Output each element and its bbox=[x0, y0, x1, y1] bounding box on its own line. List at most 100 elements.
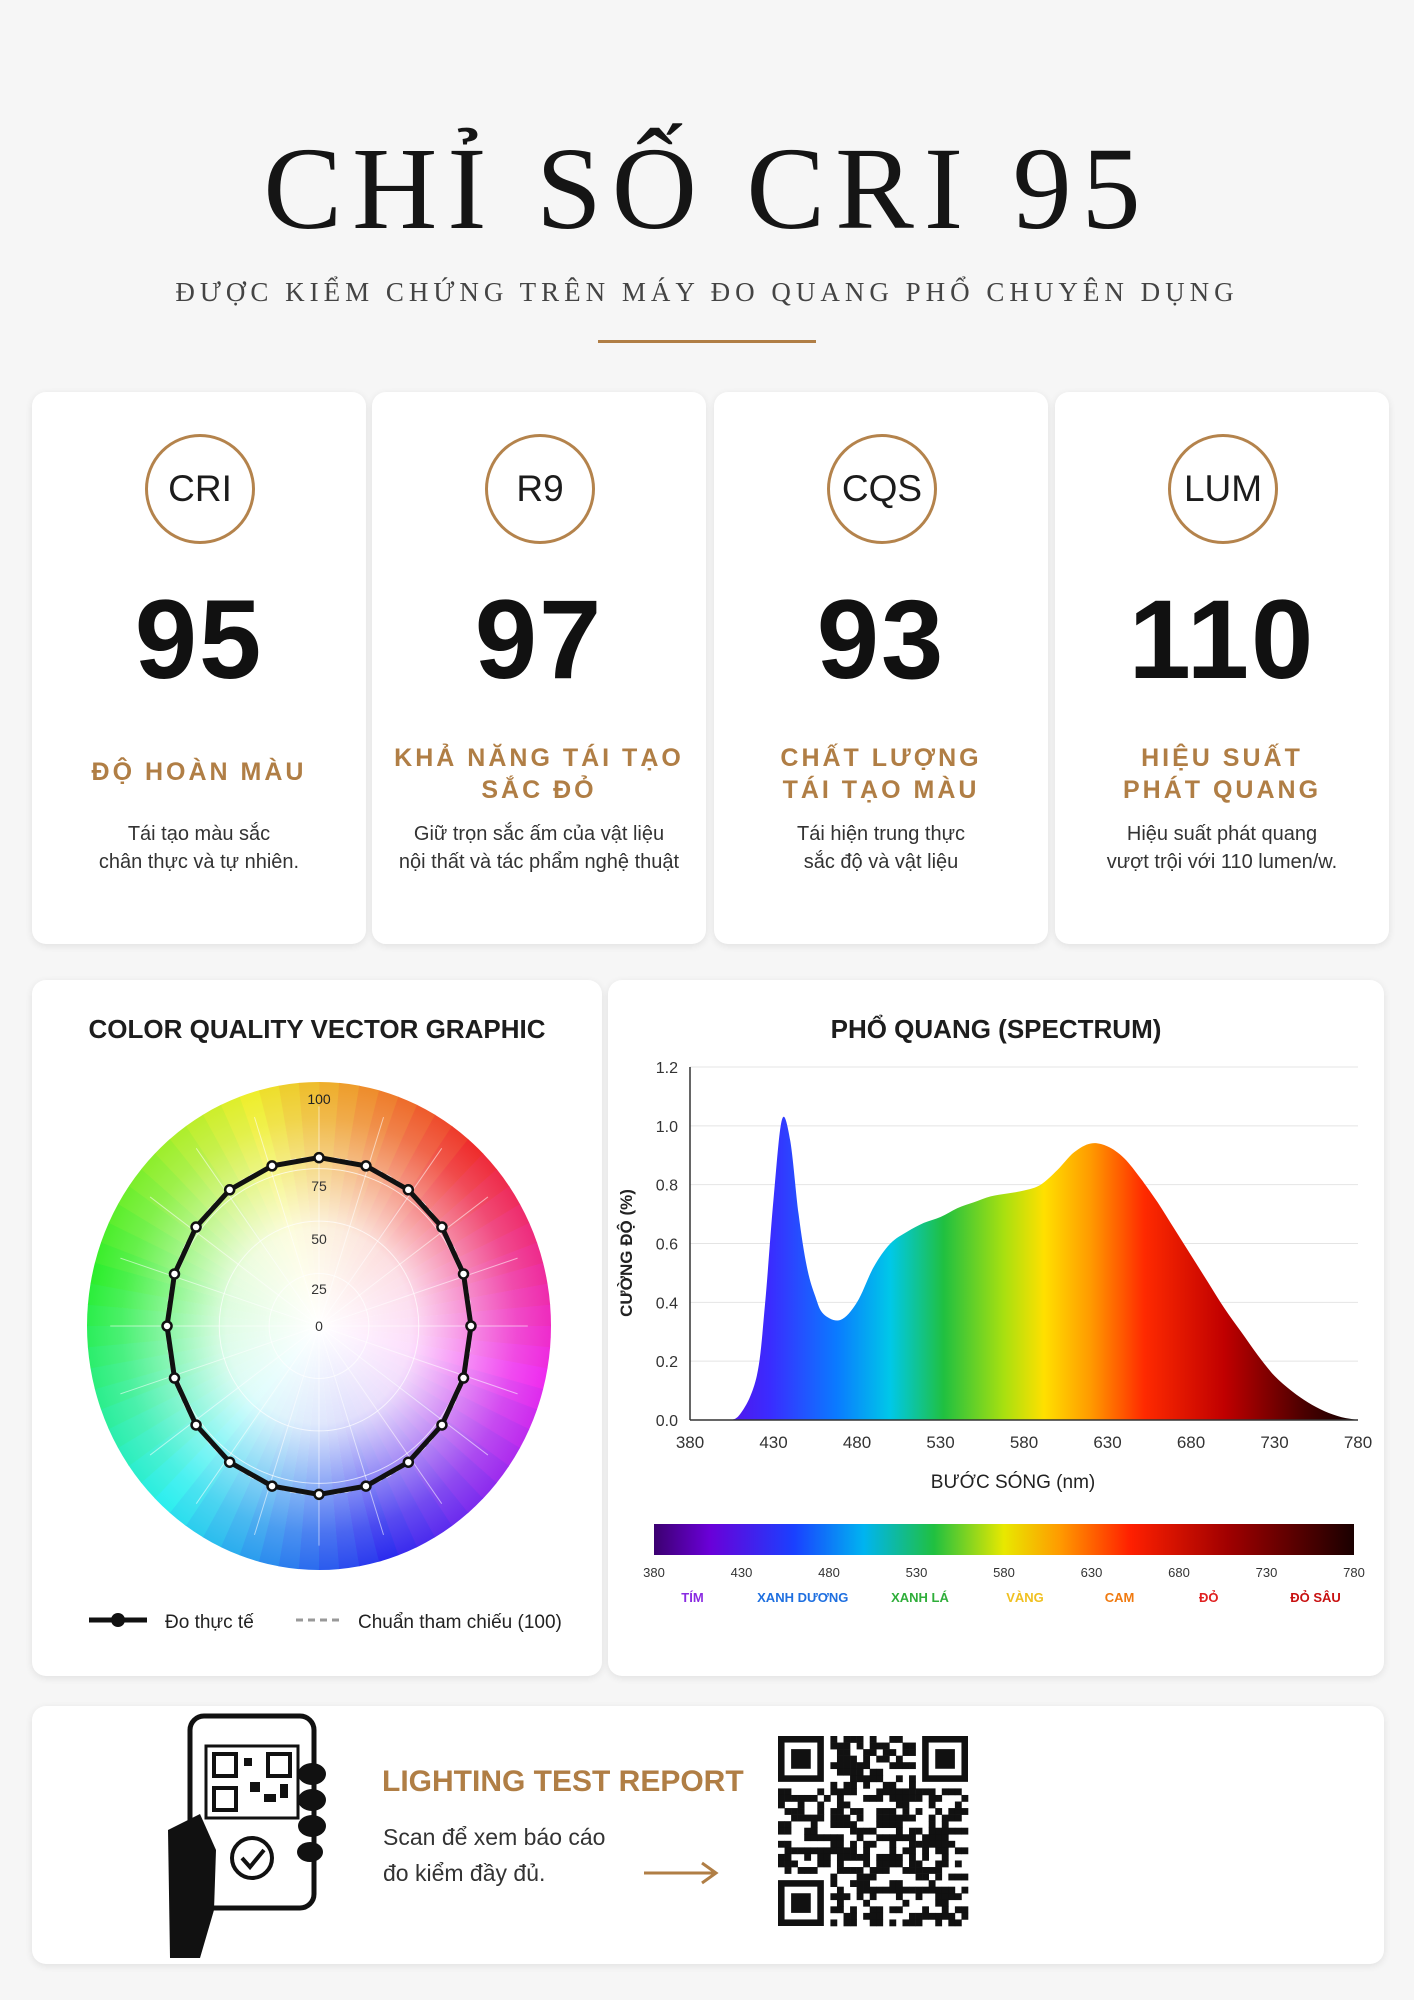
lum-label-line2: PHÁT QUANG bbox=[1122, 776, 1322, 804]
qr-module bbox=[902, 1801, 910, 1809]
qr-module bbox=[863, 1781, 871, 1789]
qr-module bbox=[863, 1880, 871, 1887]
metric-card-cqs: CQS 93 CHẤT LƯỢNG TÁI TẠO MÀU Tái hiện t… bbox=[714, 392, 1048, 944]
qr-module bbox=[817, 1788, 825, 1796]
wheel-grid-spoke bbox=[253, 1325, 320, 1535]
qr-module bbox=[915, 1919, 923, 1927]
bar-tick-label: 530 bbox=[906, 1565, 928, 1580]
qr-module bbox=[889, 1860, 897, 1868]
qr-module bbox=[915, 1873, 923, 1881]
y-tick-label: 0.6 bbox=[656, 1237, 678, 1254]
qr-module bbox=[830, 1906, 838, 1914]
qr-module bbox=[948, 1912, 956, 1920]
qr-module bbox=[823, 1794, 831, 1802]
qr-module bbox=[935, 1840, 943, 1848]
qr-module bbox=[810, 1867, 818, 1874]
qr-module bbox=[948, 1827, 956, 1835]
lum-description: Hiệu suất phát quang vượt trội với 110 l… bbox=[1065, 820, 1379, 876]
legend-measured-marker bbox=[111, 1613, 125, 1627]
qr-module bbox=[915, 1808, 923, 1815]
qr-module bbox=[935, 1860, 943, 1868]
qr-module bbox=[922, 1834, 929, 1842]
qr-module bbox=[909, 1827, 916, 1835]
qr-module bbox=[843, 1853, 851, 1861]
qr-module bbox=[856, 1775, 864, 1783]
band-label: CAM bbox=[1105, 1590, 1135, 1605]
qr-module bbox=[836, 1821, 844, 1829]
qr-module bbox=[889, 1788, 897, 1796]
phone-scan-icon bbox=[168, 1713, 326, 1958]
qr-module bbox=[804, 1827, 812, 1835]
scale-label-25: 25 bbox=[311, 1281, 327, 1297]
wheel-grid-spoke bbox=[120, 1257, 320, 1327]
y-axis-label: CƯỜNG ĐỘ (%) bbox=[617, 1189, 636, 1317]
qr-module bbox=[895, 1860, 903, 1868]
qr-module bbox=[895, 1906, 903, 1914]
qr-module bbox=[863, 1853, 871, 1861]
qr-module bbox=[797, 1847, 805, 1855]
qr-module bbox=[869, 1867, 877, 1874]
qr-module bbox=[889, 1794, 897, 1802]
qr-module bbox=[830, 1919, 838, 1927]
measured-point bbox=[161, 1320, 173, 1332]
qr-module bbox=[850, 1788, 857, 1796]
qr-module bbox=[889, 1736, 897, 1743]
wheel-grid-spoke bbox=[195, 1148, 320, 1327]
qr-module bbox=[836, 1814, 844, 1822]
qr-code[interactable] bbox=[760, 1718, 986, 1944]
qr-module bbox=[889, 1749, 897, 1756]
qr-module bbox=[869, 1873, 877, 1881]
qr-module bbox=[836, 1847, 844, 1855]
qr-module bbox=[928, 1821, 936, 1829]
qr-module bbox=[915, 1886, 923, 1894]
qr-module bbox=[850, 1867, 857, 1874]
qr-module bbox=[941, 1853, 949, 1861]
qr-module bbox=[836, 1801, 844, 1809]
qr-module bbox=[948, 1840, 956, 1848]
qr-module bbox=[791, 1860, 798, 1868]
qr-module bbox=[941, 1788, 949, 1796]
qr-module bbox=[889, 1834, 897, 1842]
qr-module bbox=[778, 1788, 785, 1796]
spectrum-area bbox=[690, 1116, 1358, 1421]
qr-module bbox=[850, 1762, 857, 1770]
qr-module bbox=[882, 1860, 890, 1868]
qr-module bbox=[922, 1853, 929, 1861]
qr-module bbox=[823, 1847, 831, 1855]
qr-module bbox=[876, 1860, 884, 1868]
qr-module bbox=[869, 1893, 877, 1901]
qr-module bbox=[922, 1906, 929, 1914]
qr-module bbox=[843, 1755, 851, 1763]
cri-label: ĐỘ HOÀN MÀU bbox=[42, 742, 356, 788]
qr-module bbox=[928, 1867, 936, 1874]
qr-module bbox=[882, 1867, 890, 1874]
visible-spectrum-bar bbox=[654, 1524, 1354, 1555]
qr-module bbox=[889, 1847, 897, 1855]
qr-module bbox=[909, 1867, 916, 1874]
qr-module bbox=[895, 1827, 903, 1835]
wheel-grid-spoke bbox=[149, 1196, 320, 1327]
qr-module bbox=[928, 1794, 936, 1802]
qr-module bbox=[869, 1827, 877, 1835]
cvg-title: COLOR QUALITY VECTOR GRAPHIC bbox=[88, 1014, 546, 1044]
qr-module bbox=[954, 1808, 962, 1815]
qr-module bbox=[961, 1886, 969, 1894]
qr-module bbox=[810, 1847, 818, 1855]
cqs-label: CHẤT LƯỢNG TÁI TẠO MÀU bbox=[724, 742, 1038, 806]
spectrum-title: PHỔ QUANG (SPECTRUM) bbox=[830, 1014, 1162, 1044]
qr-module bbox=[954, 1827, 962, 1835]
qr-module bbox=[882, 1821, 890, 1829]
qr-module bbox=[935, 1867, 943, 1874]
legend-reference-label: Chuẩn tham chiếu (100) bbox=[358, 1612, 562, 1633]
qr-module bbox=[817, 1853, 825, 1861]
qr-module bbox=[810, 1827, 818, 1835]
qr-module bbox=[915, 1860, 923, 1868]
qr-module bbox=[830, 1873, 838, 1881]
wheel-grid-spoke bbox=[120, 1325, 320, 1395]
band-label: XANH LÁ bbox=[891, 1590, 949, 1605]
qr-module bbox=[935, 1847, 943, 1855]
qr-module bbox=[836, 1867, 844, 1874]
qr-module bbox=[843, 1749, 851, 1756]
qr-module bbox=[817, 1834, 825, 1842]
qr-module bbox=[876, 1742, 884, 1750]
